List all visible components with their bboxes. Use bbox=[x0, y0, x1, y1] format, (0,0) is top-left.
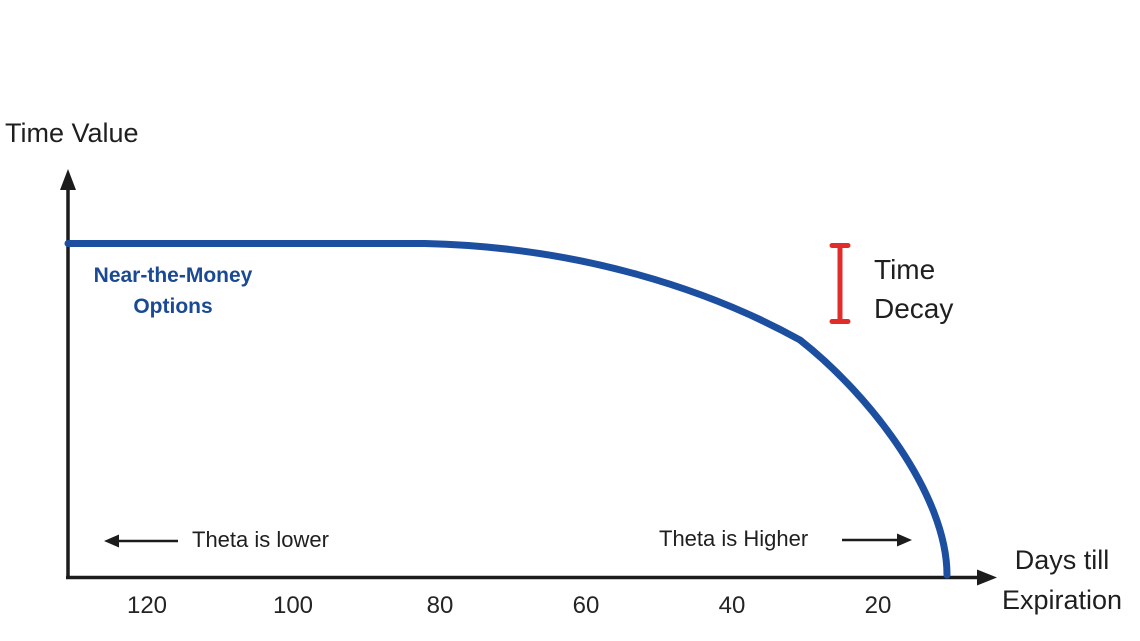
x-axis-arrow-icon bbox=[977, 569, 997, 586]
x-axis-title: Days till Expiration bbox=[1001, 545, 1123, 615]
x-tick-label-20: 20 bbox=[864, 592, 892, 619]
x-tick-label-100: 100 bbox=[272, 592, 314, 619]
x-tick-label-80: 80 bbox=[426, 592, 454, 619]
near-the-money-label: Near-the-Money Options bbox=[93, 264, 253, 318]
time-decay-marker-icon bbox=[829, 243, 851, 324]
time-value-curve bbox=[64, 240, 951, 579]
x-tick-label-120: 120 bbox=[126, 592, 168, 619]
right-arrow-icon bbox=[842, 533, 912, 547]
x-tick-label-40: 40 bbox=[718, 592, 746, 619]
y-axis-title: Time Value bbox=[5, 118, 139, 148]
theta-is-lower-label: Theta is lower bbox=[192, 527, 329, 552]
y-axis-arrow-icon bbox=[60, 169, 76, 190]
theta-is-higher-label: Theta is Higher bbox=[659, 526, 809, 551]
left-arrow-icon bbox=[104, 534, 178, 548]
time-decay-label: Time Decay bbox=[874, 254, 954, 324]
x-tick-label-60: 60 bbox=[572, 592, 600, 619]
